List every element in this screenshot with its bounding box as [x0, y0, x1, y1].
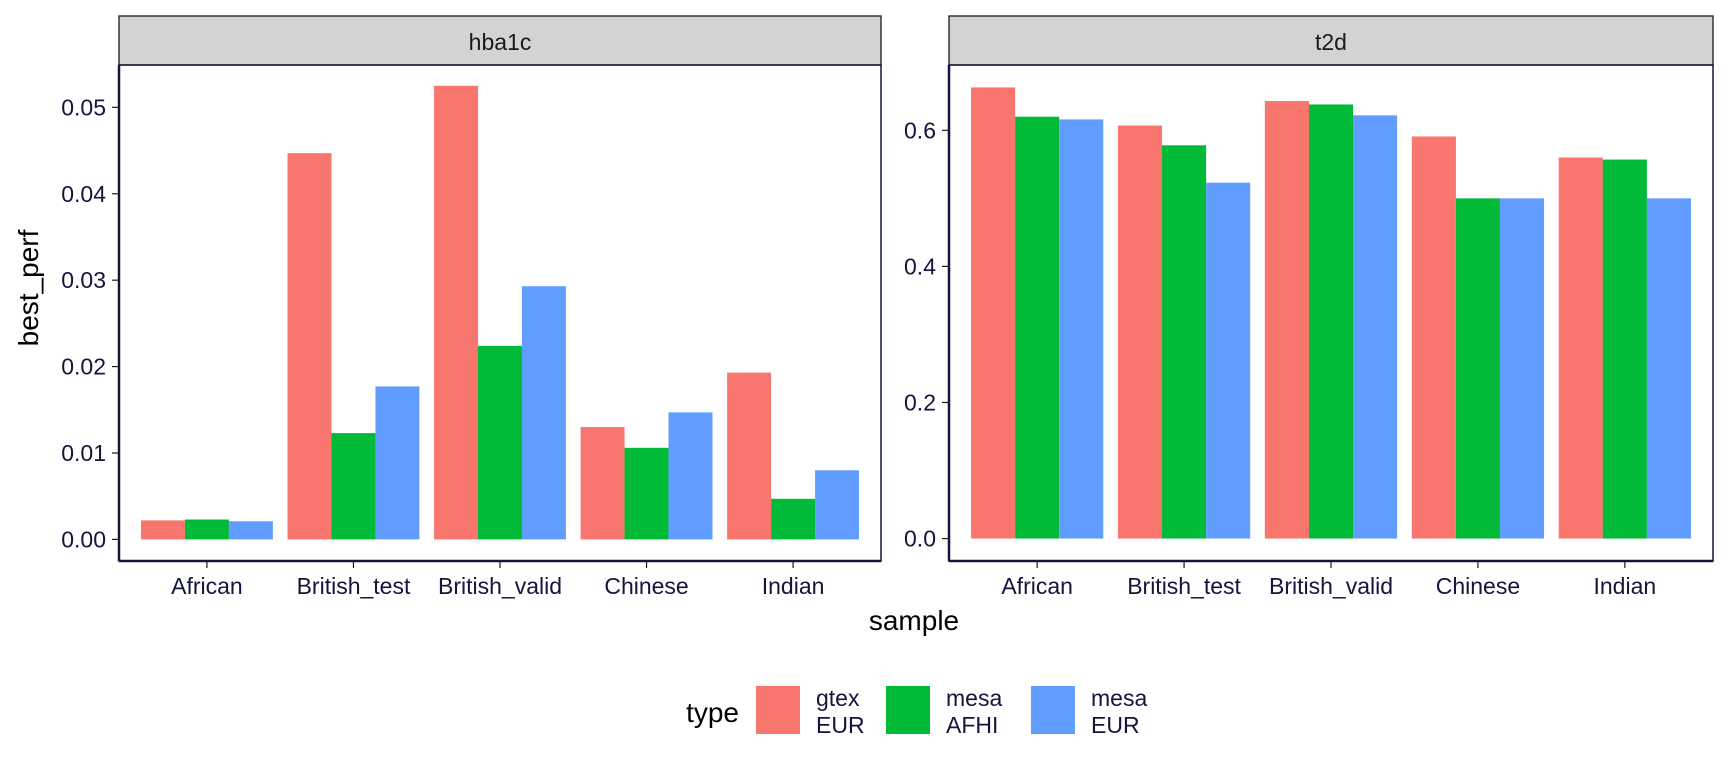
legend-key	[756, 686, 800, 734]
x-tick-label: Chinese	[604, 573, 688, 599]
bar-hba1c-British_valid-0	[434, 85, 479, 540]
legend-label-line1: mesa	[1091, 685, 1147, 711]
bar-hba1c-Indian-2	[815, 470, 860, 540]
bar-hba1c-British_test-2	[375, 386, 420, 540]
legend-key	[1031, 686, 1075, 734]
bar-t2d-African-1	[1015, 116, 1060, 539]
x-tick-label: Indian	[762, 573, 825, 599]
y-tick-label: 0.01	[61, 440, 106, 466]
bar-t2d-Indian-0	[1558, 157, 1603, 539]
y-tick-label: 0.6	[904, 117, 936, 143]
facet-strip-label: t2d	[1315, 29, 1347, 55]
x-tick-label: British_test	[297, 573, 411, 599]
bar-t2d-Chinese-2	[1499, 198, 1545, 539]
legend-key	[886, 686, 930, 734]
y-tick-label: 0.0	[904, 526, 936, 552]
legend-label-line2: EUR	[816, 712, 865, 738]
bars	[140, 85, 860, 540]
y-tick-label: 0.03	[61, 267, 106, 293]
bar-hba1c-Indian-1	[771, 498, 816, 540]
legend-title: type	[686, 697, 739, 728]
bar-t2d-British_test-1	[1162, 145, 1207, 539]
legend-label-line1: mesa	[946, 685, 1002, 711]
bar-t2d-British_test-0	[1117, 125, 1163, 539]
bar-t2d-African-2	[1059, 119, 1104, 539]
x-tick-label: Indian	[1594, 573, 1657, 599]
bar-hba1c-British_test-0	[287, 153, 332, 540]
bar-t2d-British_valid-0	[1264, 101, 1309, 539]
bar-hba1c-British_test-1	[331, 433, 376, 540]
bar-hba1c-Chinese-1	[624, 447, 669, 540]
bar-t2d-British_valid-2	[1353, 115, 1398, 539]
bar-t2d-British_test-2	[1206, 182, 1251, 539]
y-tick-label: 0.05	[61, 94, 106, 120]
x-tick-label: African	[171, 573, 243, 599]
bar-hba1c-Indian-0	[727, 372, 772, 540]
facet-strip-label: hba1c	[469, 29, 532, 55]
legend-label-line1: gtex	[816, 685, 860, 711]
y-tick-label: 0.2	[904, 389, 936, 415]
bar-t2d-Chinese-0	[1411, 136, 1456, 539]
y-tick-label: 0.00	[61, 526, 106, 552]
legend-label-line2: AFHI	[946, 712, 998, 738]
y-tick-label: 0.4	[904, 253, 936, 279]
facet-panels: hba1c African British_test British_valid Chi…	[61, 15, 1714, 599]
facet-panel-t2d: t2d African British_test British_valid Chine…	[904, 15, 1714, 599]
facet-strip	[118, 15, 882, 66]
x-tick-label: Chinese	[1436, 573, 1520, 599]
bar-t2d-British_valid-1	[1308, 104, 1354, 539]
facet-panel-hba1c: hba1c African British_test British_valid Chi…	[61, 15, 882, 599]
bar-hba1c-African-1	[184, 519, 229, 540]
x-tick-label: British_test	[1127, 573, 1241, 599]
y-tick-label: 0.04	[61, 181, 106, 207]
bar-hba1c-British_valid-1	[478, 345, 522, 540]
bar-hba1c-Chinese-0	[580, 427, 625, 540]
bar-t2d-Indian-2	[1646, 198, 1691, 539]
x-tick-label: British_valid	[1269, 573, 1393, 599]
x-tick-label: African	[1001, 573, 1073, 599]
bar-hba1c-Chinese-2	[668, 412, 713, 540]
y-axis-title: best_perf	[13, 229, 44, 346]
bar-hba1c-African-0	[140, 520, 185, 540]
bar-hba1c-African-2	[228, 521, 273, 540]
bar-hba1c-British_valid-2	[521, 286, 566, 540]
x-tick-label: British_valid	[438, 573, 562, 599]
y-tick-label: 0.02	[61, 354, 106, 380]
bars	[971, 87, 1691, 539]
x-axis-title: sample	[869, 605, 959, 636]
bar-t2d-Indian-1	[1602, 159, 1647, 539]
bar-t2d-African-0	[971, 87, 1016, 539]
bar-t2d-Chinese-1	[1455, 198, 1500, 539]
legend-label-line2: EUR	[1091, 712, 1140, 738]
